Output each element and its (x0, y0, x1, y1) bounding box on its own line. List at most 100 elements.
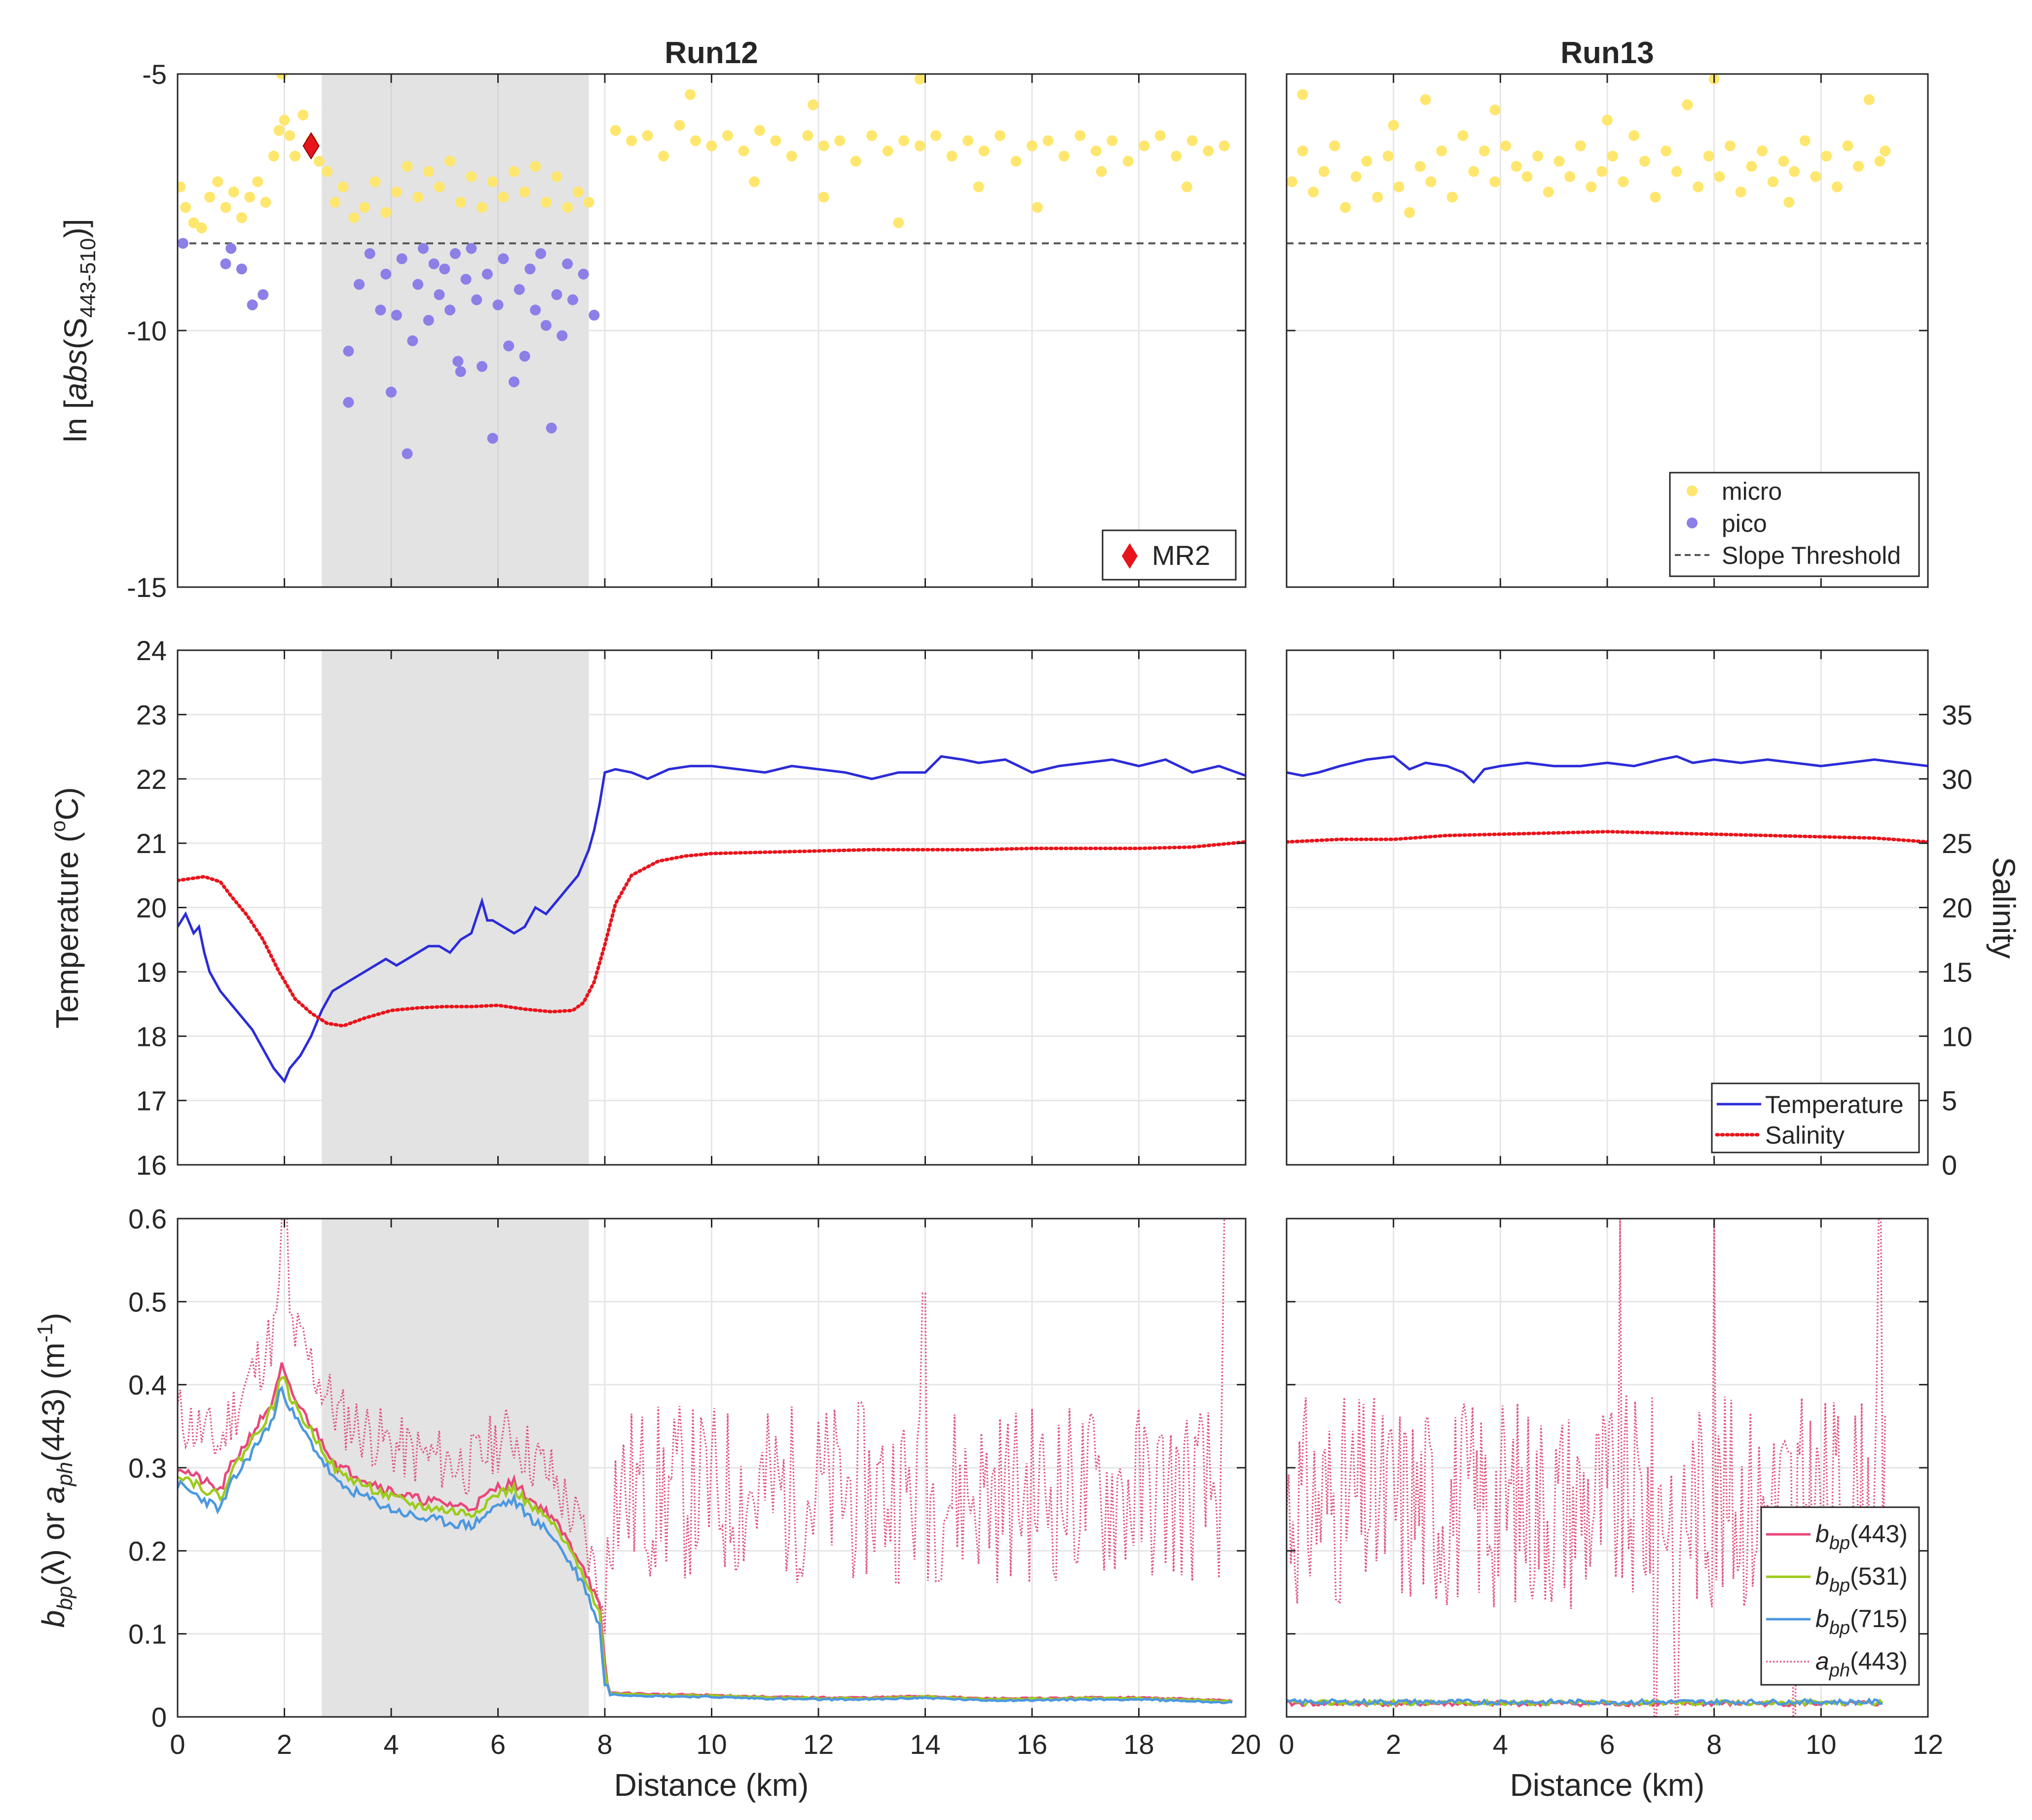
pico-point (535, 248, 547, 259)
micro-point (1618, 176, 1629, 187)
ylabel-temperature: Temperature (oC) (46, 787, 85, 1028)
pico-point (412, 279, 424, 290)
legend-mr2-label: MR2 (1152, 540, 1210, 571)
shaded-region (322, 650, 589, 1165)
micro-point (1372, 191, 1383, 203)
ylabel-slope: ln [abs(S443-510)] (58, 219, 100, 442)
micro-point (626, 135, 637, 147)
pico-point (556, 330, 568, 341)
micro-point (1853, 161, 1864, 172)
bbp-line (178, 1385, 1233, 1705)
micro-point (658, 150, 669, 162)
x-tick-label: 0 (170, 1729, 185, 1760)
micro-point (1821, 150, 1832, 162)
micro-point (508, 166, 519, 177)
micro-point (754, 125, 765, 136)
micro-point (973, 181, 984, 192)
pico-point (417, 243, 429, 254)
micro-point (1361, 155, 1372, 167)
micro-point (1074, 130, 1086, 141)
pico-point (407, 335, 418, 346)
micro-point (1489, 176, 1501, 187)
micro-point (1564, 171, 1576, 182)
plot-marks (178, 74, 1246, 459)
micro-point (1880, 146, 1891, 156)
micro-point (1757, 146, 1768, 156)
micro-point (1350, 171, 1362, 182)
micro-point (1287, 176, 1297, 187)
micro-point (322, 166, 333, 177)
pico-point (551, 289, 562, 300)
y-tick-label-right: 25 (1942, 828, 1972, 859)
pico-point (258, 289, 269, 300)
pico-point (236, 263, 247, 275)
micro-point (1575, 140, 1586, 151)
micro-point (1139, 140, 1150, 151)
micro-point (1340, 202, 1351, 213)
legend-slope (1669, 472, 1920, 577)
plot-marks (178, 1219, 1233, 1705)
micro-point (706, 140, 717, 151)
micro-point (204, 191, 215, 203)
pico-point (477, 361, 488, 372)
pico-point (460, 274, 472, 285)
micro-point (455, 197, 466, 208)
micro-point (1714, 171, 1725, 182)
micro-point (466, 171, 477, 182)
y-tick-label: -10 (127, 315, 167, 346)
micro-point (1446, 191, 1458, 203)
micro-point (1219, 140, 1230, 151)
micro-point (519, 186, 530, 198)
y-tick-label: 0.3 (128, 1452, 167, 1484)
pico-point (375, 304, 386, 316)
pico-point (386, 386, 397, 398)
legend-ts (1711, 1082, 1920, 1153)
micro-point (1107, 135, 1118, 147)
micro-point (412, 191, 424, 203)
micro-point (1171, 150, 1182, 162)
pico-point (492, 299, 504, 310)
pico-point (471, 294, 482, 305)
micro-point (1393, 181, 1404, 192)
micro-point (1778, 155, 1789, 167)
pico-point (343, 397, 354, 408)
pico-point (514, 284, 525, 295)
pico-point (567, 294, 579, 305)
pico-point (540, 320, 552, 331)
y-tick-label: 0.2 (128, 1535, 167, 1566)
micro-point (1468, 166, 1479, 177)
micro-point (551, 171, 562, 182)
micro-point (1586, 181, 1597, 192)
x-tick-label: 16 (1017, 1729, 1047, 1760)
micro-point (1457, 130, 1469, 141)
pico-point (503, 340, 515, 352)
pico-point (589, 309, 600, 321)
micro-point (1318, 166, 1330, 177)
micro-point (1027, 140, 1037, 151)
pico-point (519, 351, 530, 362)
micro-point (1489, 104, 1501, 115)
panel-run12-temperature-salinity: 16 17 18 19 20 21 22 23 24 (136, 635, 1247, 1181)
x-tick-label: 6 (490, 1729, 506, 1760)
legend-label-salinity: Salinity (1765, 1121, 1845, 1149)
legend-label: pico (1722, 510, 1767, 537)
micro-point (252, 176, 263, 187)
y-tick-label: 0 (151, 1702, 167, 1733)
micro-point (1404, 207, 1415, 218)
micro-point (722, 130, 733, 141)
micro-point (180, 202, 191, 213)
aph-443-line (178, 1219, 1232, 1634)
micro-point (882, 146, 893, 156)
plot-marks (1287, 74, 1928, 245)
micro-point (236, 212, 247, 223)
micro-point (284, 130, 296, 141)
micro-point (1154, 130, 1166, 141)
y-tick-label: 21 (136, 828, 167, 859)
micro-point (1532, 150, 1544, 162)
micro-point (196, 223, 207, 233)
micro-point (1414, 161, 1426, 172)
y-tick-label: 0.5 (128, 1286, 167, 1317)
y-tick-label-right: 15 (1942, 957, 1972, 988)
micro-point (1308, 186, 1319, 198)
micro-point (1181, 181, 1192, 192)
